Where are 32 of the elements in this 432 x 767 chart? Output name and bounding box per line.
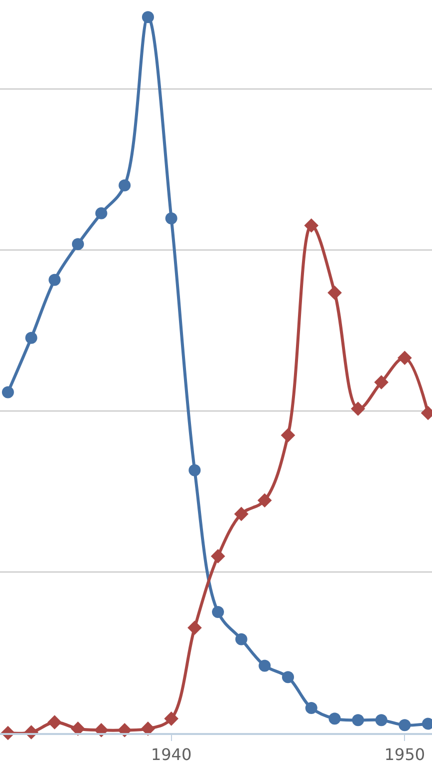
x-tick-label: 1950: [384, 745, 426, 764]
point: [48, 274, 61, 286]
point: [164, 712, 178, 726]
point: [328, 286, 342, 300]
point: [165, 212, 178, 224]
point: [47, 715, 62, 730]
point: [398, 350, 412, 366]
point: [375, 714, 388, 726]
point: [210, 549, 226, 564]
x-tick-label: 1940: [150, 745, 192, 764]
point: [2, 386, 14, 398]
point: [350, 402, 366, 416]
point: [95, 207, 108, 220]
point: [25, 332, 38, 344]
point: [398, 719, 411, 732]
point: [142, 11, 154, 24]
point: [118, 179, 131, 192]
point: [188, 620, 202, 635]
point: [328, 712, 341, 725]
point: [258, 660, 271, 672]
point: [188, 464, 201, 476]
point: [304, 218, 318, 233]
point: [280, 428, 296, 442]
point: [305, 702, 318, 714]
point: [212, 606, 224, 618]
point: [282, 671, 294, 684]
point: [352, 714, 364, 726]
point: [72, 238, 84, 250]
point: [234, 506, 248, 522]
point: [258, 493, 272, 508]
point: [374, 375, 388, 390]
point: [235, 633, 248, 646]
